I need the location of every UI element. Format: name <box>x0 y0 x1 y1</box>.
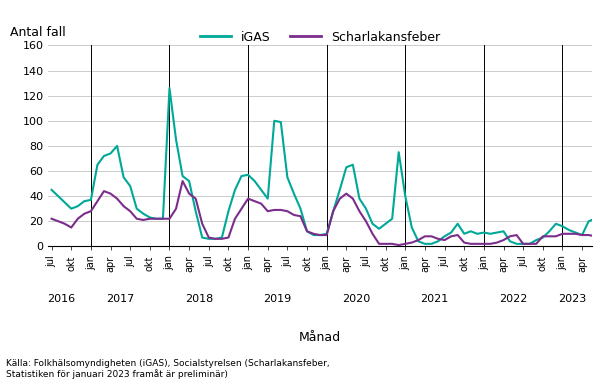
Scharlakansfeber <box>87 209 94 213</box>
Text: 2020: 2020 <box>342 294 370 304</box>
iGAS <box>100 154 108 158</box>
iGAS <box>349 163 356 167</box>
Line: iGAS: iGAS <box>51 54 604 244</box>
Scharlakansfeber <box>349 196 356 201</box>
iGAS <box>87 197 94 202</box>
Text: 2016: 2016 <box>47 294 76 304</box>
Text: 2017: 2017 <box>106 294 135 304</box>
Line: Scharlakansfeber: Scharlakansfeber <box>51 91 604 245</box>
Text: 2023: 2023 <box>558 294 586 304</box>
Text: 2018: 2018 <box>185 294 213 304</box>
Text: Månad: Månad <box>299 331 341 344</box>
iGAS <box>539 235 547 240</box>
Scharlakansfeber <box>454 233 461 237</box>
iGAS <box>421 241 428 246</box>
Text: Källa: Folkhälsomyndigheten (iGAS), Socialstyrelsen (Scharlakansfeber,
Statistik: Källa: Folkhälsomyndigheten (iGAS), Soci… <box>6 359 330 379</box>
iGAS <box>402 194 409 199</box>
Text: 2022: 2022 <box>499 294 527 304</box>
Scharlakansfeber <box>408 240 416 245</box>
Legend: iGAS, Scharlakansfeber: iGAS, Scharlakansfeber <box>195 26 445 49</box>
Scharlakansfeber <box>100 189 108 193</box>
iGAS <box>48 188 55 192</box>
Scharlakansfeber <box>48 216 55 221</box>
Text: Antal fall: Antal fall <box>10 27 66 39</box>
Scharlakansfeber <box>395 243 402 247</box>
iGAS <box>454 221 461 226</box>
Text: 2019: 2019 <box>263 294 292 304</box>
Text: 2021: 2021 <box>420 294 449 304</box>
Scharlakansfeber <box>539 234 547 239</box>
